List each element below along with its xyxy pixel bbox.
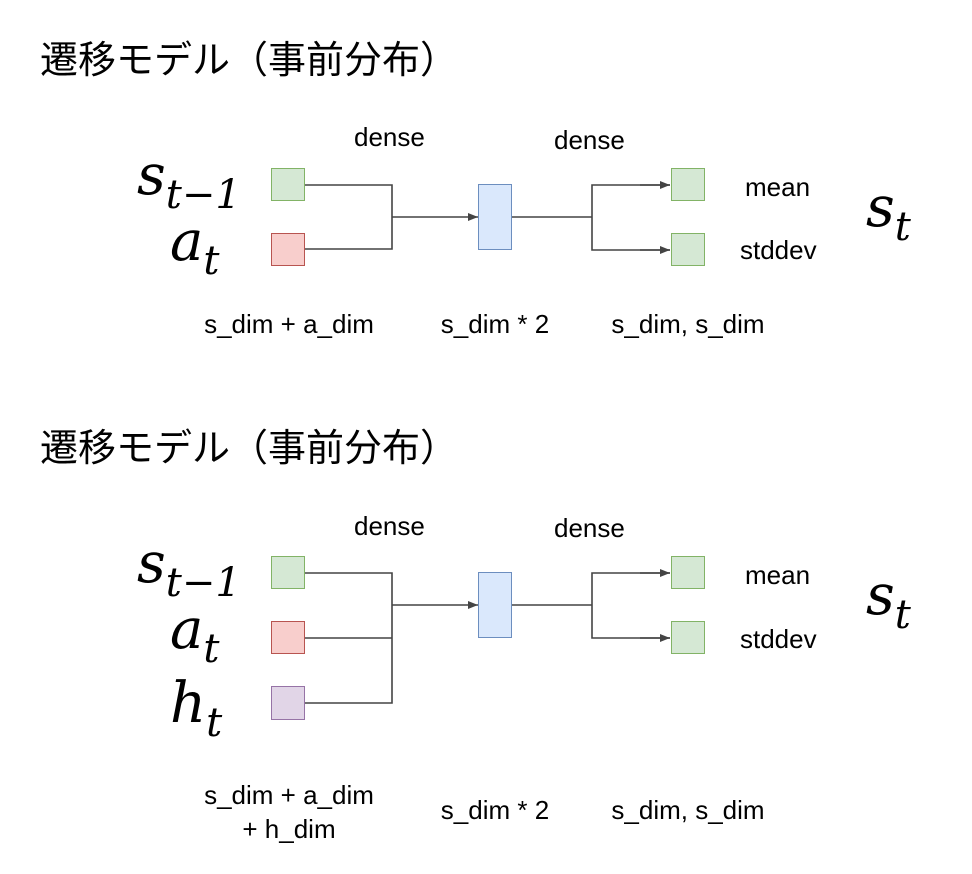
diagram2-mean-node — [671, 556, 705, 589]
diagram1-connectors — [305, 181, 670, 254]
diagram2-stddev-node — [671, 621, 705, 654]
diagram2-state-node — [271, 556, 305, 589]
diagram2-output-dim: s_dim, s_dim — [611, 795, 765, 825]
diagram2-dense-label-right: dense — [554, 513, 625, 543]
diagram2-title: 遷移モデル（事前分布） — [40, 428, 459, 470]
diagram1-hidden-dim: s_dim * 2 — [440, 309, 550, 339]
diagram1-stddev-node — [671, 233, 705, 266]
diagram2-input-hidden-label: ht — [170, 671, 223, 746]
diagram1-input-action-label: at — [170, 209, 220, 284]
diagram1-action-node — [271, 233, 305, 266]
diagram2-hidden-dim: s_dim * 2 — [440, 795, 550, 825]
diagram2-hidden-node — [478, 572, 512, 638]
diagram1-input-state-label: st−1 — [137, 143, 241, 218]
diagram1-title: 遷移モデル（事前分布） — [40, 40, 459, 82]
diagram1-output-dim: s_dim, s_dim — [611, 309, 765, 339]
diagram2-action-node — [271, 621, 305, 654]
diagram1-hidden-node — [478, 184, 512, 250]
diagram2-input-state-label: st−1 — [137, 531, 241, 606]
diagram2-output-state-label: st — [866, 563, 911, 638]
diagram2-input-dim: s_dim + a_dim + h_dim — [204, 780, 374, 844]
diagram1-mean-label: mean — [745, 172, 811, 202]
diagram2-hidden-state-node — [271, 686, 305, 720]
wire-split — [591, 572, 670, 639]
diagram1-input-dim: s_dim + a_dim — [204, 309, 374, 339]
diagram1-output-state-label: st — [866, 175, 911, 250]
diagram1-dense-label-right: dense — [554, 125, 625, 155]
diagram2-mean-label: mean — [745, 560, 811, 590]
diagram1-mean-node — [671, 168, 705, 201]
diagram1-state-node — [271, 168, 305, 201]
diagram2-dense-label-left: dense — [354, 511, 425, 541]
wire-s-to-merge — [305, 184, 393, 250]
wire-split — [591, 184, 670, 251]
diagram1-stddev-label: stddev — [740, 235, 817, 265]
diagram2-stddev-label: stddev — [740, 624, 817, 654]
diagram1-dense-label-left: dense — [354, 122, 425, 152]
diagram2-input-action-label: at — [170, 597, 220, 672]
diagram2-connectors — [305, 569, 670, 704]
